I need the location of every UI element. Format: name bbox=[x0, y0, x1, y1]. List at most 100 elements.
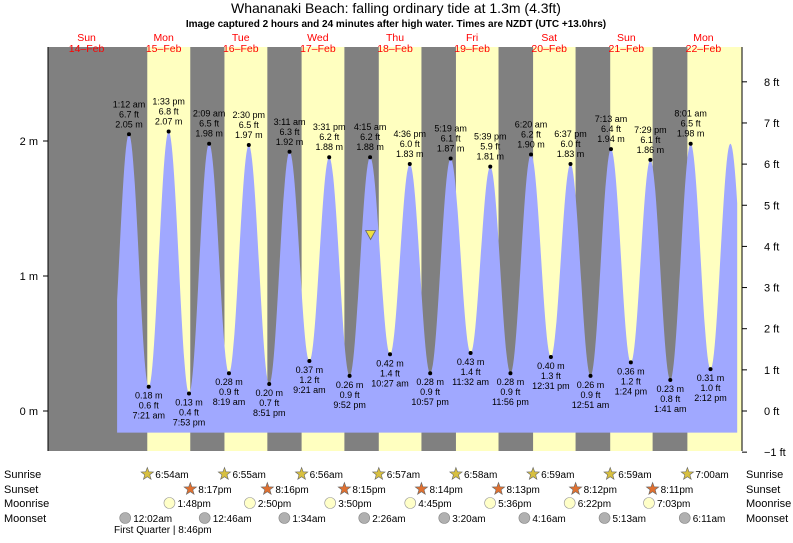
high-tide-metres: 1.81 m bbox=[477, 152, 505, 162]
moonset-icon bbox=[598, 512, 611, 524]
high-tide-feet: 6.7 ft bbox=[119, 109, 140, 119]
day-name: Sun bbox=[617, 32, 636, 44]
low-tide-point bbox=[186, 391, 191, 396]
moonset-icon bbox=[438, 512, 451, 524]
sunrise-time: 6:59am bbox=[618, 470, 651, 481]
low-tide-feet: 0.6 ft bbox=[139, 401, 160, 411]
high-tide-feet: 6.5 ft bbox=[199, 119, 220, 129]
moonset-icon bbox=[198, 512, 211, 524]
right-tick-label: 3 ft bbox=[764, 283, 779, 295]
high-tide-point bbox=[126, 132, 131, 137]
low-tide-time: 11:32 am bbox=[452, 377, 489, 387]
low-tide-feet: 0.8 ft bbox=[660, 394, 681, 404]
high-tide-feet: 6.1 ft bbox=[441, 134, 462, 144]
moonset-time: 1:34am bbox=[292, 514, 325, 525]
day-date: 14–Feb bbox=[69, 43, 105, 55]
low-tide-point bbox=[226, 371, 231, 376]
day-labels: Sun14–FebMon15–FebTue16–FebWed17–FebThu1… bbox=[69, 32, 722, 55]
high-tide-time: 5:19 am bbox=[434, 124, 467, 134]
high-tide-time: 6:37 pm bbox=[554, 129, 587, 139]
moonrise-icon bbox=[484, 497, 496, 509]
current-tide-marker-group bbox=[364, 230, 377, 241]
high-tide-time: 3:31 pm bbox=[313, 122, 346, 132]
high-tide-feet: 6.8 ft bbox=[159, 107, 180, 117]
sunrise-time: 6:56am bbox=[310, 470, 343, 481]
moonset-icon bbox=[278, 512, 291, 524]
tide-extremes: 1:12 am6.7 ft2.05 m 0.18 m0.6 ft7:21 am 1:… bbox=[113, 97, 727, 428]
low-tide-point bbox=[708, 367, 713, 372]
moonrise-time: 4:45pm bbox=[418, 499, 451, 510]
low-tide-feet: 0.4 ft bbox=[179, 407, 200, 417]
sunset-time: 8:16pm bbox=[275, 485, 308, 496]
moonset-time: 2:26am bbox=[372, 514, 405, 525]
low-tide-metres: 0.28 m bbox=[497, 377, 525, 387]
high-tide-metres: 1.98 m bbox=[677, 129, 705, 139]
day-date: 22–Feb bbox=[686, 43, 722, 55]
day-date: 19–Feb bbox=[454, 43, 490, 55]
right-tick-label: 8 ft bbox=[764, 77, 779, 89]
low-tide-time: 10:57 pm bbox=[411, 397, 449, 407]
high-tide-metres: 1.87 m bbox=[437, 144, 465, 154]
high-tide-metres: 1.94 m bbox=[597, 134, 625, 144]
low-tide-point bbox=[388, 352, 393, 357]
moonset-time: 6:11am bbox=[693, 514, 726, 525]
left-tick-label: 1 m bbox=[20, 271, 38, 283]
moonrise-time: 7:03pm bbox=[657, 499, 690, 510]
low-tide-time: 9:21 am bbox=[293, 385, 326, 395]
moonrise-time: 2:50pm bbox=[258, 499, 291, 510]
low-tide-point bbox=[508, 371, 513, 376]
low-tide-point bbox=[428, 371, 433, 376]
day-name: Fri bbox=[466, 32, 478, 44]
day-name: Mon bbox=[153, 32, 174, 44]
low-tide-time: 10:27 am bbox=[371, 378, 409, 388]
low-tide-feet: 1.4 ft bbox=[380, 368, 401, 378]
low-tide-feet: 0.7 ft bbox=[259, 398, 280, 408]
high-tide-metres: 2.07 m bbox=[155, 117, 183, 127]
day-date: 20–Feb bbox=[531, 43, 567, 55]
low-tide-feet: 0.9 ft bbox=[420, 387, 441, 397]
low-tide-time: 1:24 pm bbox=[615, 386, 648, 396]
moon-phase-note: First Quarter | 8:46pm bbox=[114, 525, 212, 536]
sunrise-time: 6:54am bbox=[155, 470, 188, 481]
right-tick-label: 4 ft bbox=[764, 241, 779, 253]
high-tide-feet: 6.2 ft bbox=[360, 132, 381, 142]
moonset-time: 12:02am bbox=[133, 514, 172, 525]
low-tide-metres: 0.20 m bbox=[255, 388, 283, 398]
high-tide-point bbox=[246, 143, 251, 148]
sunrise-icon bbox=[371, 466, 386, 481]
right-tick-label: 5 ft bbox=[764, 200, 779, 212]
low-tide-point bbox=[588, 373, 593, 378]
high-tide-feet: 6.3 ft bbox=[280, 127, 301, 137]
high-tide-metres: 1.92 m bbox=[276, 137, 304, 147]
high-tide-time: 5:39 pm bbox=[474, 132, 507, 142]
day-date: 18–Feb bbox=[377, 43, 413, 55]
low-tide-time: 8:19 am bbox=[213, 397, 246, 407]
high-tide-feet: 6.1 ft bbox=[640, 135, 661, 145]
sunset-time: 8:14pm bbox=[429, 485, 462, 496]
moonrise-time: 5:36pm bbox=[498, 499, 531, 510]
moonset-time: 12:46am bbox=[213, 514, 252, 525]
high-tide-feet: 6.2 ft bbox=[319, 132, 340, 142]
high-tide-metres: 1.97 m bbox=[235, 130, 263, 140]
tide-area bbox=[117, 131, 738, 433]
high-tide-point bbox=[368, 155, 373, 160]
sunrise-time: 7:00am bbox=[695, 470, 728, 481]
high-tide-metres: 1.83 m bbox=[396, 149, 424, 159]
day-date: 15–Feb bbox=[146, 43, 182, 55]
day-date: 16–Feb bbox=[223, 43, 259, 55]
high-tide-feet: 6.0 ft bbox=[400, 139, 421, 149]
sunrise-time: 6:59am bbox=[541, 470, 574, 481]
sunrise-icon bbox=[294, 466, 309, 481]
low-tide-time: 7:21 am bbox=[132, 411, 165, 421]
low-tide-time: 8:51 pm bbox=[253, 408, 286, 418]
sunset-time: 8:17pm bbox=[198, 485, 231, 496]
low-tide-feet: 1.3 ft bbox=[541, 371, 562, 381]
right-tick-label: 1 ft bbox=[764, 365, 779, 377]
high-tide-time: 8:01 am bbox=[674, 109, 707, 119]
row-label-right: Moonrise bbox=[746, 498, 791, 510]
low-tide-metres: 0.42 m bbox=[376, 358, 404, 368]
day-name: Thu bbox=[386, 32, 404, 44]
day-name: Sun bbox=[77, 32, 96, 44]
row-label-right: Sunset bbox=[746, 484, 780, 496]
